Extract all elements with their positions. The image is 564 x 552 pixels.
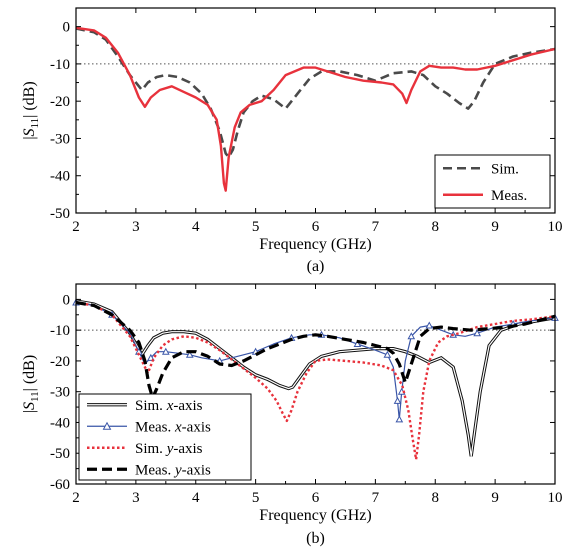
y-axis-title: |S11| (dB): [21, 355, 41, 413]
x-tick-label: 8: [432, 219, 440, 235]
x-tick-label: 5: [252, 490, 260, 506]
legend-label: Meas. y-axis: [135, 462, 211, 478]
x-axis-title: Frequency (GHz): [259, 236, 371, 253]
x-tick-label: 6: [312, 219, 320, 235]
x-tick-label: 7: [372, 219, 380, 235]
legend-label: Meas. x-axis: [135, 419, 211, 435]
x-tick-label: 3: [132, 219, 140, 235]
legend-label: Sim. y-axis: [135, 441, 203, 457]
x-tick-label: 3: [132, 490, 140, 506]
figure-caption: (b): [306, 530, 325, 547]
legend-box: [434, 154, 551, 209]
y-tick-label: -30: [50, 131, 70, 147]
triangle-marker: [185, 350, 194, 358]
series-sim: [75, 27, 556, 159]
x-tick-label: 9: [491, 219, 499, 235]
y-tick-label: -10: [50, 323, 70, 339]
y-tick-label: -10: [50, 57, 70, 73]
legend: Sim. x-axis Meas. x-axis Sim. y-axis Meas. …: [78, 393, 252, 481]
x-tick-label: 9: [491, 490, 499, 506]
x-tick-label: 2: [72, 219, 80, 235]
legend-label: Sim.: [491, 161, 519, 177]
figure-caption: (a): [307, 258, 325, 275]
x-axis-title: Frequency (GHz): [259, 507, 371, 524]
x-tick-label: 4: [192, 490, 200, 506]
legend: Sim. Meas.: [434, 154, 551, 209]
triangle-marker: [353, 339, 362, 347]
y-tick-label: 0: [63, 292, 71, 308]
triangle-marker: [395, 415, 404, 423]
series-meas: [75, 26, 556, 192]
legend-triangle-marker: [102, 421, 112, 430]
legend-label: Meas.: [491, 188, 527, 204]
x-tick-label: 8: [432, 490, 440, 506]
chart-b-reflection-coefficient: 2 3 4 5 6 7 8 9 10 0 -10 -20 -30 -40 -50 -60 Frequency (…: [21, 283, 563, 547]
triangle-marker: [161, 347, 170, 355]
y-tick-label: -30: [50, 385, 70, 401]
series-meas-x-axis: [75, 301, 556, 420]
y-tick-label: -50: [50, 206, 70, 222]
x-tick-label: 10: [548, 219, 563, 235]
chart-a-reflection-coefficient: 2 3 4 5 6 7 8 9 10 0 -10 -20 -30 -40 -50 Frequency (GHz…: [21, 7, 563, 275]
triangle-marker: [407, 332, 416, 340]
triangle-marker: [473, 329, 482, 337]
x-tick-label: 4: [192, 219, 200, 235]
x-tick-label: 10: [548, 490, 563, 506]
x-tick-label: 6: [312, 490, 320, 506]
legend-label: Sim. x-axis: [135, 398, 203, 414]
y-tick-label: 0: [63, 20, 71, 36]
x-tick-label: 7: [372, 490, 380, 506]
y-tick-label: -60: [50, 477, 70, 493]
series-sim-x-axis-inner: [75, 300, 556, 457]
y-tick-label: -20: [50, 94, 70, 110]
y-tick-label: -50: [50, 446, 70, 462]
triangle-marker: [383, 350, 392, 358]
y-tick-label: -40: [50, 169, 70, 185]
x-tick-label: 2: [72, 490, 80, 506]
y-tick-label: -40: [50, 415, 70, 431]
legend-box: [78, 393, 252, 481]
triangle-marker: [393, 396, 402, 404]
series-sim-y-axis: [75, 301, 556, 461]
y-tick-label: -20: [50, 354, 70, 370]
triangle-marker: [425, 321, 434, 329]
x-tick-label: 5: [252, 219, 260, 235]
y-axis-title: |S11| (dB): [21, 81, 41, 139]
